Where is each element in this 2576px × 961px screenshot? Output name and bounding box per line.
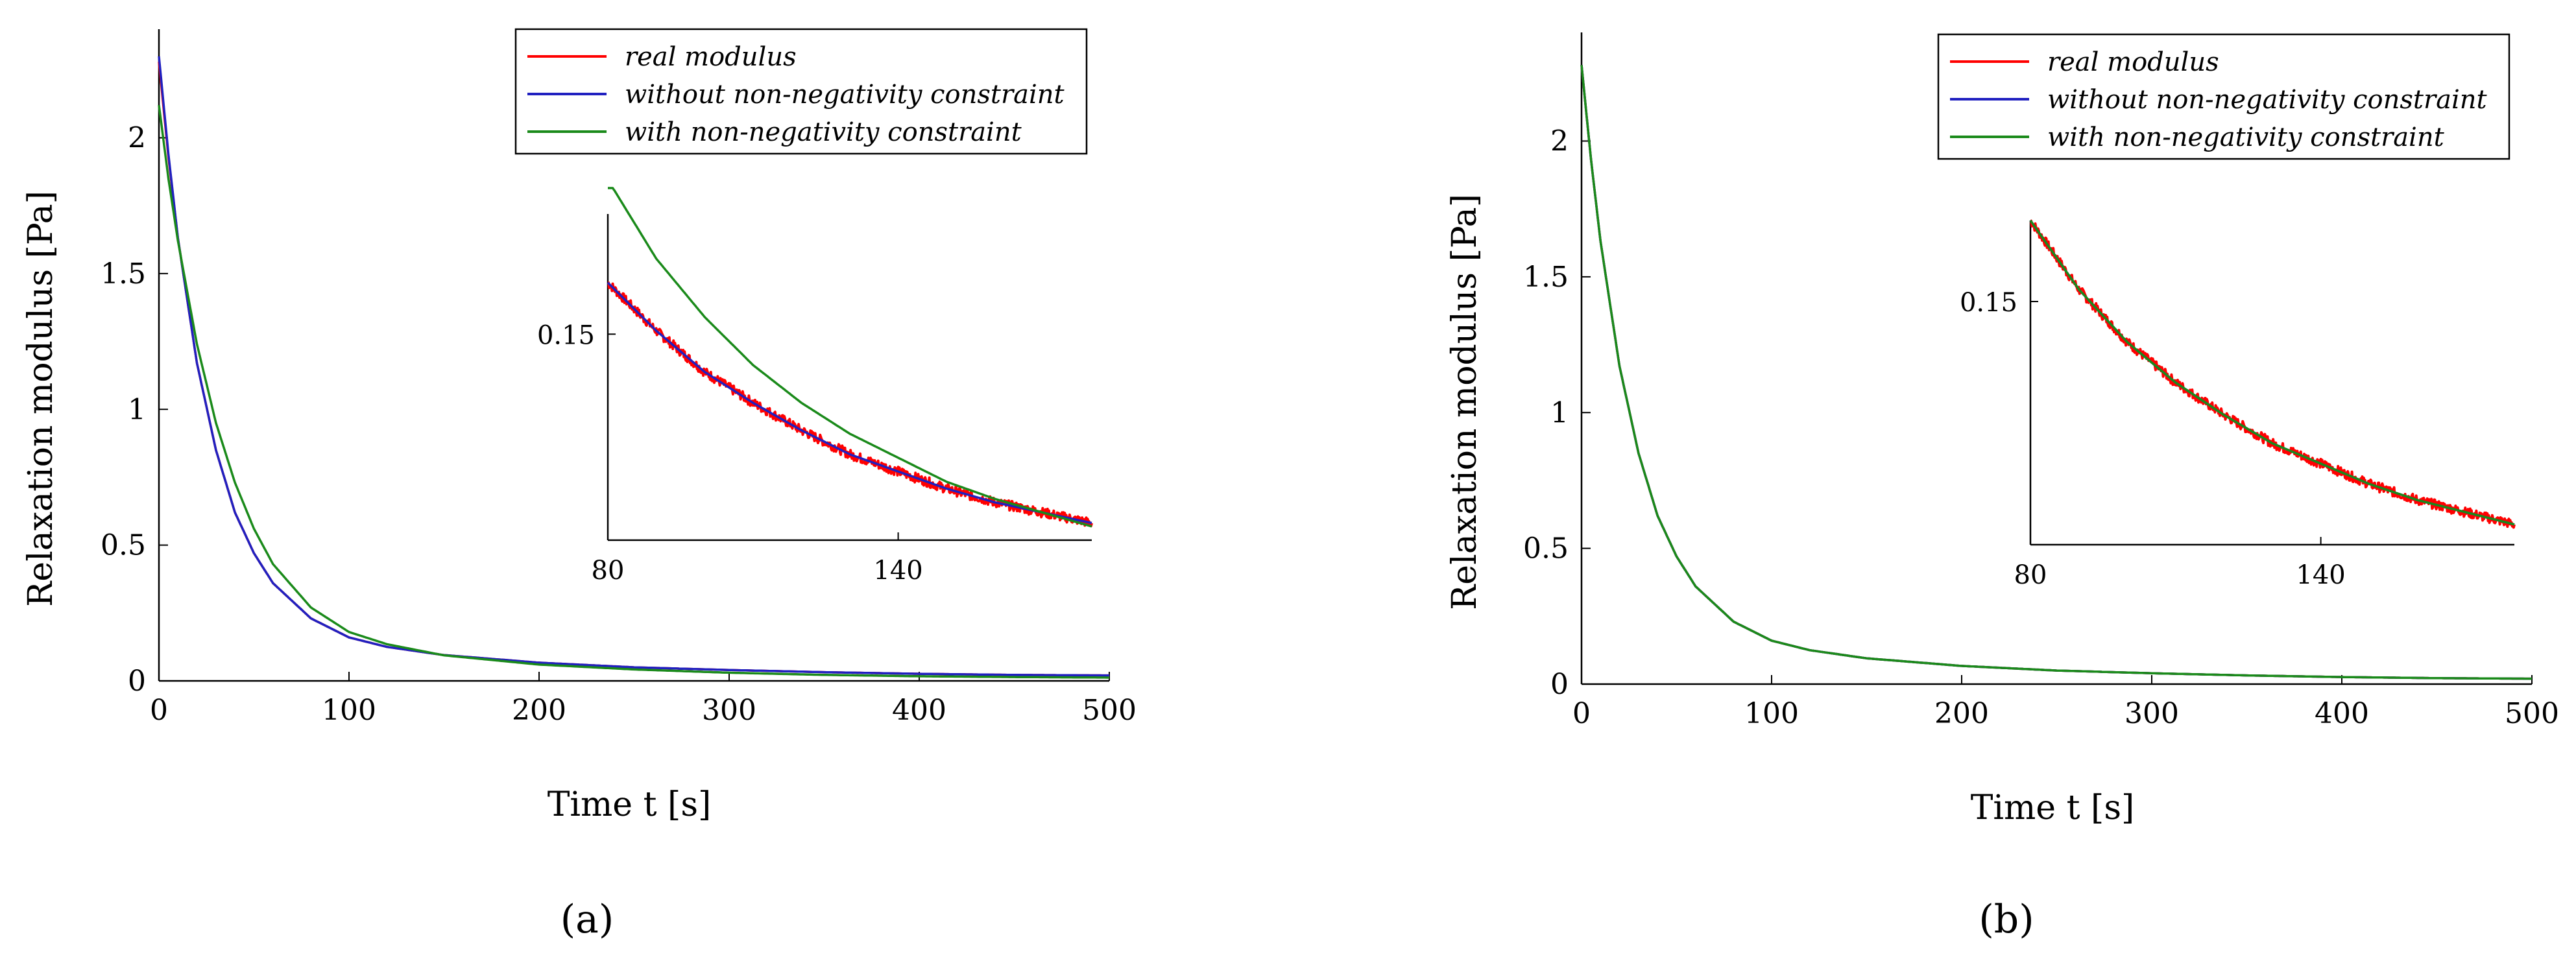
main-b-y-tick-label: 0: [1550, 668, 1569, 701]
main-a-x-tick-label: 400: [892, 694, 946, 727]
inset-plot-a: 80 140 0.15: [537, 187, 1093, 586]
main-a-x-tick-label: 0: [150, 694, 168, 727]
legend-label-b: real modulus: [2047, 47, 2219, 77]
main-a-y-tick-label: 0.5: [101, 529, 146, 562]
main-a-y-tick-label: 0: [128, 665, 146, 698]
panel-label-b: (b): [1979, 897, 2034, 942]
y-axis-label-a: Relaxation modulus [Pa]: [21, 191, 60, 607]
inset-a-x-tick-label: 140: [873, 556, 922, 586]
inset-a-y-tick-label: 0.15: [537, 320, 595, 350]
main-b-y-tick-label: 0.5: [1523, 532, 1569, 565]
inset-plot-b: 80 140 0.15: [1960, 219, 2516, 590]
inset-a-series-with-non-negativity-constraint: [608, 187, 1092, 528]
panel-label-a: (a): [560, 897, 614, 942]
main-a-x-tick-label: 100: [322, 694, 376, 727]
main-b-y-tick-label: 1.5: [1523, 261, 1569, 294]
legend-label-a: with non-negativity constraint: [625, 117, 1022, 147]
main-b-y-tick-label: 1: [1550, 396, 1569, 429]
inset-a-x-tick-label: 80: [592, 556, 625, 586]
legend-box-b: [1937, 33, 2510, 160]
main-a-x-tick-label: 200: [512, 694, 566, 727]
inset-b-x-tick-label: 140: [2296, 560, 2345, 590]
legend-label-a: without non-negativity constraint: [625, 80, 1065, 110]
main-a-x-tick-label: 500: [1082, 694, 1137, 727]
x-axis-label-a: Time t [s]: [548, 785, 712, 824]
y-axis-label-b: Relaxation modulus [Pa]: [1445, 194, 1484, 610]
panel-b: 0 100 200 300 400 500 0 0.5 1 1.5 2 80 140 0.15 real…: [1445, 32, 2559, 942]
main-a-x-tick-label: 300: [702, 694, 756, 727]
legend-label-b: with non-negativity constraint: [2047, 123, 2445, 152]
inset-a-series-real-modulus: [607, 281, 1093, 528]
main-a-y-tick-label: 2: [128, 122, 146, 155]
inset-b-series-without-non-negativity-constraint: [2029, 219, 2515, 526]
inset-b-x-tick-label: 80: [2014, 560, 2047, 590]
main-b-x-tick-label: 0: [1572, 697, 1591, 730]
legend-a: real modulus without non-negativity const…: [514, 28, 1088, 155]
main-a-series-without-non-negativity-constraint: [158, 56, 1109, 677]
inset-a-series-without-non-negativity-constraint: [607, 281, 1092, 525]
main-b-x-tick-label: 500: [2505, 697, 2559, 730]
main-b-x-tick-label: 100: [1744, 697, 1799, 730]
main-b-x-tick-label: 400: [2315, 697, 2369, 730]
legend-box-a: [514, 28, 1088, 155]
inset-b-y-tick-label: 0.15: [1960, 288, 2017, 318]
x-axis-label-b: Time t [s]: [1971, 789, 2135, 827]
main-a-series-with-non-negativity-constraint: [158, 104, 1109, 679]
main-a-y-tick-label: 1: [128, 393, 146, 426]
main-plot-a: 0 100 200 300 400 500 0 0.5 1 1.5 2: [101, 29, 1137, 727]
main-b-series-with-non-negativity-constraint: [1580, 65, 2532, 680]
inset-b-series-with-non-negativity-constraint: [2029, 219, 2515, 526]
legend-b: real modulus without non-negativity const…: [1937, 33, 2510, 160]
main-b-x-tick-label: 200: [1934, 697, 1989, 730]
main-a-y-tick-label: 1.5: [101, 257, 146, 291]
legend-label-a: real modulus: [625, 42, 797, 72]
main-plot-b: 0 100 200 300 400 500 0 0.5 1 1.5 2: [1523, 32, 2559, 730]
legend-label-b: without non-negativity constraint: [2047, 85, 2488, 115]
inset-b-series-real-modulus: [2030, 219, 2516, 529]
main-b-y-tick-label: 2: [1550, 125, 1569, 158]
panel-a: 0 100 200 300 400 500 0 0.5 1 1.5 2 80 140 0.15 real…: [21, 28, 1137, 942]
main-b-x-tick-label: 300: [2125, 697, 2179, 730]
